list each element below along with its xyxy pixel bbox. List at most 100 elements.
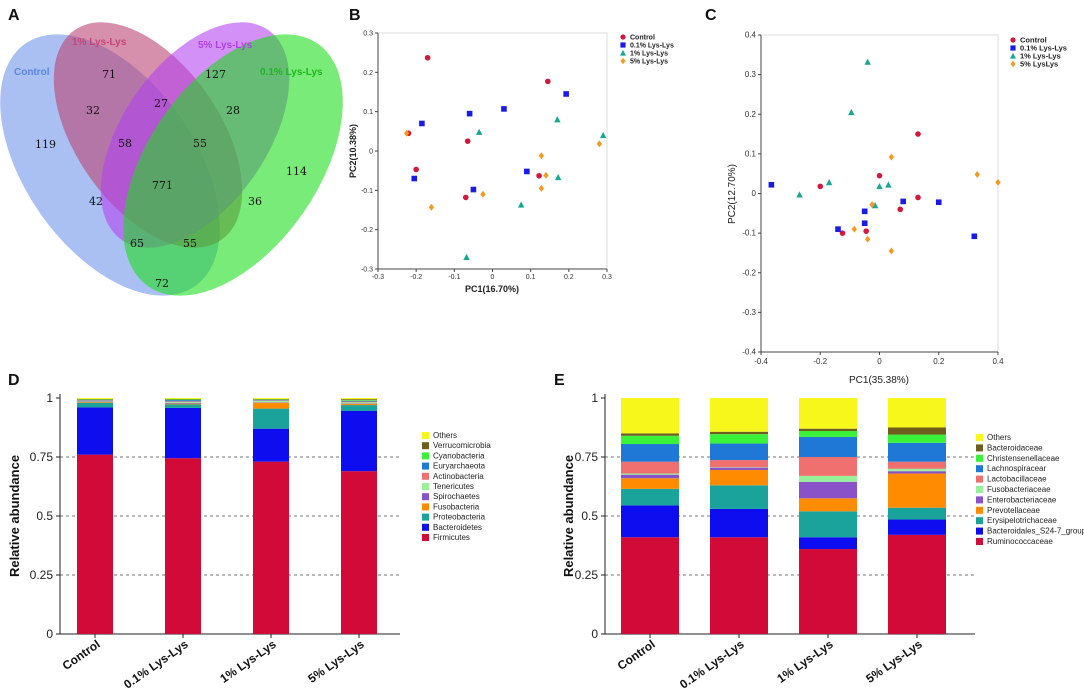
y-tick-label: 1 [591,391,598,405]
category-label: 5% Lys-Lys [305,637,367,686]
legend-marker [1010,45,1016,51]
y-tick-label: 0 [46,627,53,641]
x-tick-label: 0 [491,274,495,281]
venn-count: 58 [118,137,132,150]
scatter-point [995,178,1001,186]
legend-swatch [976,475,983,483]
bar-segment [621,433,679,436]
bar-segment [253,398,289,399]
y-tick-label: 0.3 [745,70,757,79]
bar-segment [621,435,679,445]
x-tick-label: 0 [877,357,882,366]
legend-swatch [976,506,983,514]
y-tick-label: 0.1 [745,149,757,158]
scatter-point [835,226,841,232]
bar-segment [77,454,113,634]
legend-label: Euryarchaeota [433,462,486,471]
legend-label: Lactobacillaceae [987,475,1047,484]
x-tick-label: 0.2 [564,274,574,281]
venn-count: 119 [35,138,56,151]
scatter-point [599,131,607,139]
venn-count: 127 [205,68,226,81]
scatter-point [419,120,425,127]
scatter-point [915,194,921,201]
bar-segment [888,398,946,428]
bar-segment [710,485,768,509]
bar-segment [621,474,679,479]
scatter-point [411,175,418,182]
bar-segment [710,398,768,432]
legend-label: Others [433,431,457,440]
venn-count: 55 [193,137,207,150]
bar-segment [799,398,857,429]
y-tick-label: 0.5 [36,509,53,523]
scatter-point [971,233,978,240]
legend-label: Bacteroidaceae [987,443,1043,452]
bar-segment [165,458,201,634]
scatter-point [413,166,419,173]
bar-segment [888,442,946,462]
bar-segment [341,403,377,406]
legend-swatch [976,444,983,452]
y-tick-label: 0.75 [575,450,599,464]
legend-label: 5% Lys-Lys [630,59,668,66]
bar-segment [253,428,289,462]
scatter-point [470,186,477,193]
legend-label: Spirochaetes [433,492,480,501]
legend-swatch [976,517,983,525]
bar-segment [888,473,946,508]
y-tick-label: 0 [752,189,757,198]
legend-marker [620,57,626,65]
legend-label: 1% Lys-Lys [630,51,668,58]
scatter-point [466,110,473,117]
y-tick-label: 0.2 [745,110,757,119]
scatter-point [861,220,868,227]
bar-segment [253,400,289,403]
venn-count: 71 [102,68,116,81]
y-tick-label: 0.4 [745,31,757,40]
y-tick-label: 1 [46,391,53,405]
legend-swatch [976,496,983,504]
bar-segment [165,400,201,402]
legend-marker [1010,37,1016,43]
scatter-point [538,152,545,160]
bar-segment [77,407,113,455]
bar-segment [710,537,768,634]
legend-swatch [976,454,983,462]
scatter-point [536,172,542,179]
legend-label: Bacteroidales_S24-7_group [987,527,1084,536]
bar-segment [77,402,113,403]
bar-segment [799,431,857,437]
scatter-point [796,191,803,198]
scatter-point [888,247,895,255]
bar-segment [253,461,289,634]
legend-marker [620,49,626,56]
venn-label-1pct: 1% Lys-Lys [72,37,127,48]
venn-label-control: Control [14,67,50,78]
legend-label: Lachnospiracear [987,464,1046,473]
legend-label: Tenericutes [433,482,474,491]
pcoa-plot-c: PC1(35.38%) PC2(12.70%) -0.4 -0.2 0 0.2 0.4 0… [727,31,1067,387]
category-label: 0.1% Lys-Lys [677,637,747,692]
legend-swatch [422,523,429,531]
x-tick-label: -0.3 [372,274,384,281]
stacked-bar-chart-e: Relative abundance 0 0.25 0.5 0.75 1 Control 0… [561,391,1084,692]
venn-count: 32 [86,104,100,117]
scatter-point [864,58,871,65]
scatter-point [543,171,549,179]
legend-marker [620,34,626,40]
scatter-point [915,131,921,137]
scatter-point [545,78,551,85]
bar-segment [799,549,857,634]
legend-swatch [976,486,983,493]
x-axis-label: PC1(16.70%) [465,284,519,294]
scatter-point [825,179,833,186]
y-tick-label: -0.1 [742,229,756,238]
plot-frame [377,32,608,270]
bar-segment [165,398,201,399]
bar-segment [888,461,946,469]
x-tick-label: 0.4 [992,357,1004,366]
panel-label-b: B [349,7,361,24]
scatter-point [424,54,431,61]
